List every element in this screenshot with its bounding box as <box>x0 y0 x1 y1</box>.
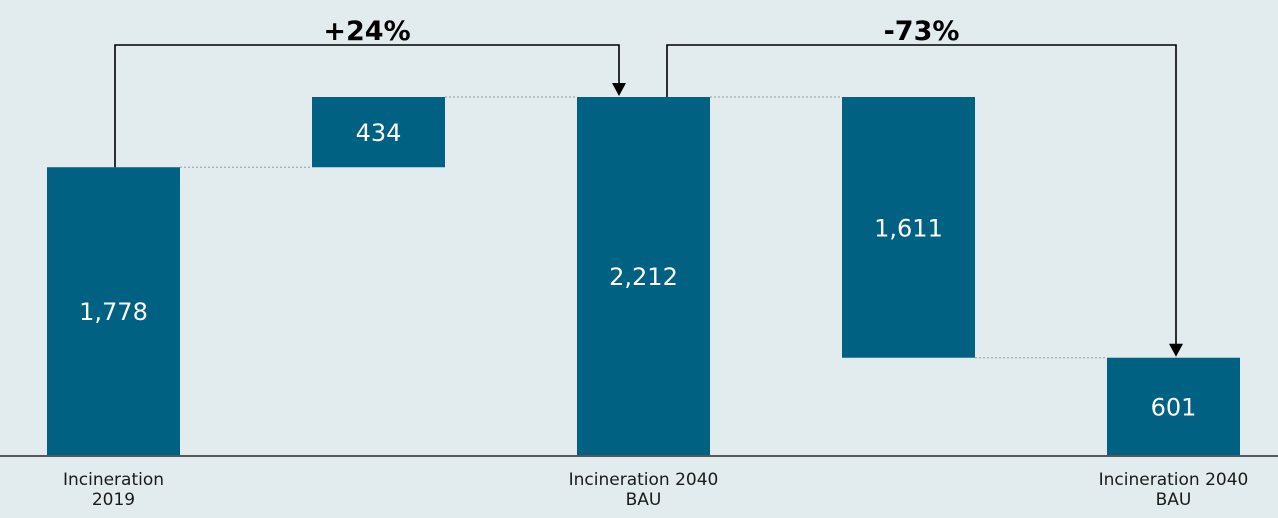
bar-2 <box>577 97 710 455</box>
percent-change-label-0: +24% <box>323 16 410 47</box>
bar-value-label-0: 1,778 <box>79 298 148 326</box>
bar-value-label-3: 1,611 <box>874 214 943 242</box>
bar-value-label-2: 2,212 <box>609 263 678 291</box>
bar-4 <box>1107 357 1240 455</box>
bar-value-label-4: 601 <box>1151 393 1197 421</box>
arrowhead-icon <box>1169 343 1183 357</box>
category-label-0: 2019 <box>92 490 135 510</box>
percent-change-label-1: -73% <box>884 16 960 47</box>
category-label-4: BAU <box>1156 490 1192 510</box>
bar-value-label-1: 434 <box>356 119 402 147</box>
bar-1 <box>312 97 445 168</box>
category-label-4: Incineration 2040 <box>1099 470 1249 490</box>
bar-3 <box>842 97 975 358</box>
bar-0 <box>47 167 180 455</box>
change-arrow-line-0 <box>114 44 620 168</box>
category-label-2: Incineration 2040 <box>569 470 719 490</box>
category-label-2: BAU <box>626 490 662 510</box>
category-label-0: Incineration <box>63 470 164 490</box>
change-arrow-line-1 <box>666 44 1177 346</box>
arrowhead-icon <box>612 83 626 96</box>
